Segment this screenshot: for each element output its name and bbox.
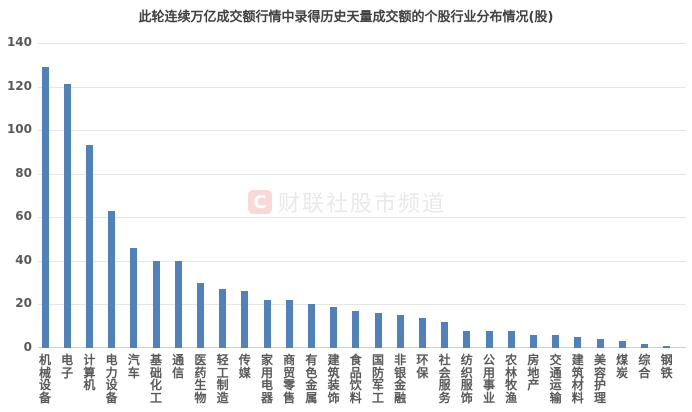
gridline (38, 173, 686, 175)
x-tick-label: 煤炭 (616, 353, 629, 380)
gridline (38, 304, 686, 306)
bar (108, 210, 116, 348)
y-tick-label: 0 (23, 340, 32, 354)
watermark: C 财联社股市频道 (248, 186, 446, 218)
x-tick-label: 建筑装饰 (327, 353, 340, 405)
bar (441, 321, 449, 348)
bar (596, 339, 604, 348)
bar (418, 317, 426, 348)
x-tick-label: 通信 (172, 353, 185, 380)
bar (130, 247, 138, 348)
plot-area (38, 43, 686, 348)
x-axis-line (38, 347, 686, 348)
y-tick-label: 20 (15, 296, 32, 311)
x-tick-label: 建筑材料 (571, 353, 584, 405)
gridline (38, 260, 686, 262)
bar (330, 306, 338, 348)
x-tick-label: 社会服务 (438, 353, 451, 405)
x-tick-label: 医药生物 (194, 353, 207, 405)
y-tick-label: 60 (15, 209, 32, 224)
bar (352, 310, 360, 348)
y-tick-label: 120 (6, 78, 32, 93)
x-tick-label: 商贸零售 (283, 353, 296, 405)
bar (663, 345, 671, 348)
bar (241, 291, 249, 348)
y-tick-label: 140 (6, 35, 32, 49)
x-tick-label: 汽车 (127, 353, 140, 380)
x-tick-label: 轻工制造 (216, 353, 229, 405)
x-tick-label: 交通运输 (549, 353, 562, 405)
bar (574, 337, 582, 348)
bar (263, 300, 271, 348)
x-tick-label: 食品饮料 (349, 353, 362, 405)
x-tick-label: 传媒 (238, 353, 251, 380)
bar (63, 84, 71, 348)
bar (41, 66, 49, 348)
gridline (38, 86, 686, 88)
x-tick-label: 电子 (61, 353, 74, 380)
gridline (38, 130, 686, 132)
x-tick-label: 家用电器 (260, 353, 273, 405)
bar (396, 315, 404, 348)
bar (463, 330, 471, 348)
bar (507, 330, 515, 348)
x-tick-label: 国防军工 (371, 353, 384, 405)
chart-title: 此轮连续万亿成交额行情中录得历史天量成交额的个股行业分布情况(股) (138, 10, 554, 25)
watermark-text: 财联社股市频道 (278, 192, 447, 217)
bar (618, 341, 626, 348)
x-tick-label: 计算机 (83, 353, 96, 392)
x-tick-label: 机械设备 (38, 353, 51, 405)
x-tick-label: 公用事业 (482, 353, 495, 405)
y-tick-label: 80 (15, 165, 32, 180)
x-tick-label: 房地产 (527, 353, 540, 392)
bar (374, 313, 382, 348)
gridline (38, 43, 686, 44)
bar (196, 282, 204, 348)
y-tick-label: 100 (6, 122, 32, 137)
x-tick-label: 农林牧渔 (505, 353, 518, 405)
watermark-logo-icon: C (248, 190, 272, 214)
x-tick-label: 纺织服饰 (460, 353, 473, 405)
gridline (38, 217, 686, 219)
x-tick-label: 美容护理 (593, 353, 606, 405)
bar (85, 145, 93, 348)
y-tick-label: 40 (15, 252, 32, 267)
bar (307, 304, 315, 348)
bar (174, 260, 182, 348)
x-tick-label: 非银金融 (394, 353, 407, 405)
x-tick-label: 环保 (416, 353, 429, 380)
x-tick-label: 钢铁 (660, 353, 673, 380)
bar (485, 330, 493, 348)
bar (219, 289, 227, 348)
bar (152, 260, 160, 348)
x-tick-label: 有色金属 (305, 353, 318, 405)
bar (529, 334, 537, 348)
bar (285, 300, 293, 348)
x-tick-label: 基础化工 (149, 353, 162, 405)
x-tick-label: 电力设备 (105, 353, 118, 405)
bar (640, 343, 648, 348)
x-tick-label: 综合 (638, 353, 651, 380)
bar (552, 334, 560, 348)
